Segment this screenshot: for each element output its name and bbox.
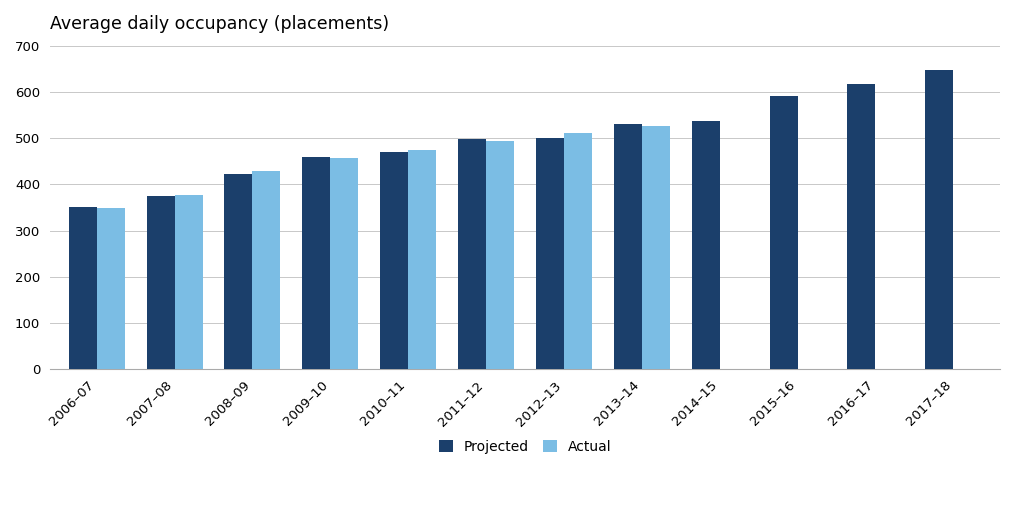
- Bar: [408, 149, 436, 369]
- Bar: [536, 138, 564, 369]
- Bar: [69, 207, 96, 369]
- Bar: [564, 134, 592, 369]
- Bar: [330, 158, 358, 369]
- Bar: [381, 152, 408, 369]
- Bar: [486, 142, 514, 369]
- Bar: [691, 121, 720, 369]
- Bar: [175, 195, 203, 369]
- Bar: [614, 124, 641, 369]
- Bar: [253, 171, 280, 369]
- Bar: [641, 126, 670, 369]
- Text: Average daily occupancy (placements): Average daily occupancy (placements): [50, 15, 389, 33]
- Bar: [769, 96, 798, 369]
- Bar: [96, 209, 125, 369]
- Bar: [458, 139, 486, 369]
- Bar: [848, 84, 875, 369]
- Bar: [302, 156, 330, 369]
- Bar: [926, 70, 953, 369]
- Legend: Projected, Actual: Projected, Actual: [433, 434, 617, 459]
- Bar: [224, 174, 253, 369]
- Bar: [146, 196, 175, 369]
